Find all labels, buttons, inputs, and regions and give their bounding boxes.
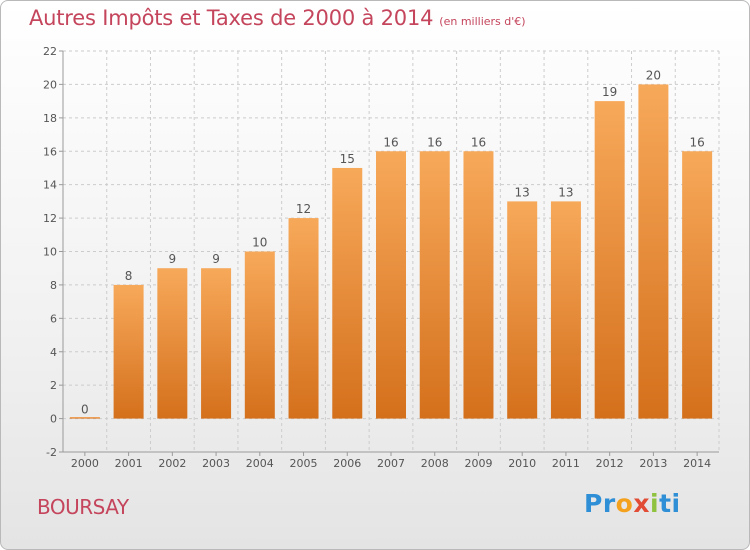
bar	[201, 268, 232, 419]
bar-value-label: 9	[212, 252, 220, 266]
bar-value-label: 19	[602, 85, 617, 99]
town-name: BOURSAY	[37, 495, 129, 519]
y-tick-label: 2	[50, 379, 57, 392]
bar	[682, 151, 713, 419]
data-labels: 0 8 9 9 10 12 15 16 16 16 13 13 19 20 16	[81, 68, 705, 416]
x-tick-label: 2011	[552, 457, 580, 470]
y-tick-label: 0	[50, 413, 57, 426]
bar-value-label: 20	[646, 68, 661, 82]
y-tick-label: 8	[50, 279, 57, 292]
bar-value-label: 0	[81, 403, 89, 417]
x-tick-label: 2008	[421, 457, 449, 470]
chart-title-text: Autres Impôts et Taxes de 2000 à 2014	[29, 6, 434, 30]
bar	[113, 284, 144, 419]
bar-value-label: 16	[427, 135, 442, 149]
bar	[550, 201, 581, 419]
bar	[507, 201, 538, 419]
y-tick-label: 10	[43, 246, 57, 259]
y-tick-label: 4	[50, 346, 57, 359]
bar	[638, 84, 669, 419]
bar	[376, 151, 406, 419]
y-tick-label: 6	[50, 312, 57, 325]
y-tick-label: 12	[43, 212, 57, 225]
y-tick-label: 18	[43, 112, 57, 125]
y-tick-label: 16	[43, 145, 57, 158]
x-tick-label: 2000	[71, 457, 99, 470]
x-tick-label: 2014	[683, 457, 711, 470]
y-tick-label: 20	[43, 78, 57, 91]
chart-unit: (en milliers d'€)	[439, 15, 526, 28]
x-tick-label: 2005	[290, 457, 318, 470]
x-tick-label: 2013	[639, 457, 667, 470]
proxiti-logo: Proxiti	[584, 489, 681, 518]
bar	[69, 417, 100, 419]
bar-value-label: 16	[383, 135, 398, 149]
bar-value-label: 8	[125, 269, 133, 283]
bar-value-label: 10	[252, 236, 267, 250]
y-tick-label: 14	[43, 179, 57, 192]
y-tick-label: 22	[43, 45, 57, 58]
bar-value-label: 13	[515, 185, 530, 199]
bar-value-label: 13	[558, 185, 573, 199]
bar-value-label: 12	[296, 202, 311, 216]
bar-value-label: 16	[689, 135, 704, 149]
x-tick-label: 2012	[596, 457, 624, 470]
x-tick-label: 2002	[158, 457, 186, 470]
y-tick-label: -2	[46, 446, 57, 459]
x-tick-label: 2006	[333, 457, 361, 470]
x-tick-label: 2004	[246, 457, 274, 470]
bar	[419, 151, 450, 419]
x-tick-label: 2010	[508, 457, 536, 470]
x-tick-label: 2009	[464, 457, 492, 470]
bars	[69, 84, 713, 419]
bar-value-label: 15	[340, 152, 355, 166]
bar	[157, 268, 188, 419]
bar	[332, 167, 363, 419]
x-tick-label: 2001	[115, 457, 143, 470]
chart-title: Autres Impôts et Taxes de 2000 à 2014 (en…	[29, 6, 526, 30]
bar-value-label: 16	[471, 135, 486, 149]
bar-value-label: 9	[169, 252, 177, 266]
bar	[288, 218, 319, 419]
bar	[244, 251, 275, 419]
x-tick-label: 2003	[202, 457, 230, 470]
x-tick-label: 2007	[377, 457, 405, 470]
bar	[463, 151, 494, 419]
bar	[594, 101, 625, 419]
